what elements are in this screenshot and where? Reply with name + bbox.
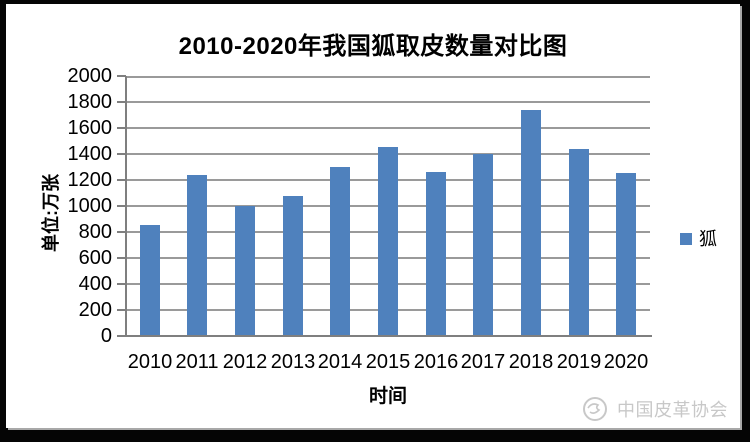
y-tick-mark [117,205,126,207]
bar-2015 [378,147,398,336]
x-tick-label-2018: 2018 [508,351,554,373]
bar-2019 [569,149,589,336]
y-tick-mark [117,179,126,181]
x-tick-label-2017: 2017 [460,351,506,373]
y-tick-label-1600: 1600 [67,117,113,139]
y-tick-label-1200: 1200 [67,169,113,191]
china-leather-association-logo [583,397,607,421]
gridline-1600 [126,127,650,129]
gridline-2000 [126,76,650,78]
y-tick-mark [117,101,126,103]
bar-2017 [473,154,493,336]
x-axis-title: 时间 [368,386,407,407]
y-tick-label-200: 200 [78,299,112,321]
y-tick-label-400: 400 [78,273,112,295]
chart-card: 2010-2020年我国狐取皮数量对比图 单位:万张 时间 狐 中国皮革协会 0… [6,4,740,428]
x-tick-label-2019: 2019 [556,351,602,373]
x-tick-label-2016: 2016 [413,351,459,373]
gridline-1800 [126,101,650,103]
x-tick-label-2020: 2020 [603,351,649,373]
y-tick-mark [117,153,126,155]
bar-2020 [616,173,636,336]
y-tick-label-1800: 1800 [67,91,113,113]
legend-label: 狐 [699,229,717,249]
y-tick-mark [117,75,126,77]
x-axis-line [122,335,652,337]
x-tick-label-2010: 2010 [127,351,173,373]
y-tick-mark [117,309,126,311]
legend: 狐 [680,229,717,249]
bar-2014 [330,167,350,336]
y-tick-label-0: 0 [100,325,112,347]
x-tick-label-2012: 2012 [222,351,268,373]
y-tick-mark [117,231,126,233]
x-tick-label-2013: 2013 [270,351,316,373]
x-tick-label-2014: 2014 [317,351,363,373]
y-tick-label-2000: 2000 [67,65,113,87]
x-tick-label-2011: 2011 [175,351,219,373]
y-tick-label-1400: 1400 [67,143,113,165]
x-tick-label-2015: 2015 [365,351,411,373]
chart-title: 2010-2020年我国狐取皮数量对比图 [178,33,568,60]
y-axis-line [125,76,127,337]
bar-2013 [283,196,303,336]
y-tick-label-800: 800 [78,221,112,243]
bar-2012 [235,206,255,336]
y-tick-mark [117,257,126,259]
bar-2018 [521,110,541,336]
y-tick-mark [117,127,126,129]
bar-2016 [426,172,446,336]
y-tick-mark [117,335,126,337]
y-tick-label-1000: 1000 [67,195,113,217]
bar-2011 [187,175,207,336]
watermark-text: 中国皮革协会 [617,400,728,420]
y-tick-label-600: 600 [78,247,112,269]
watermark: 中国皮革协会 [582,396,728,422]
y-tick-mark [117,283,126,285]
bar-2010 [140,225,160,336]
plot-area [126,76,650,337]
legend-swatch [680,233,692,245]
